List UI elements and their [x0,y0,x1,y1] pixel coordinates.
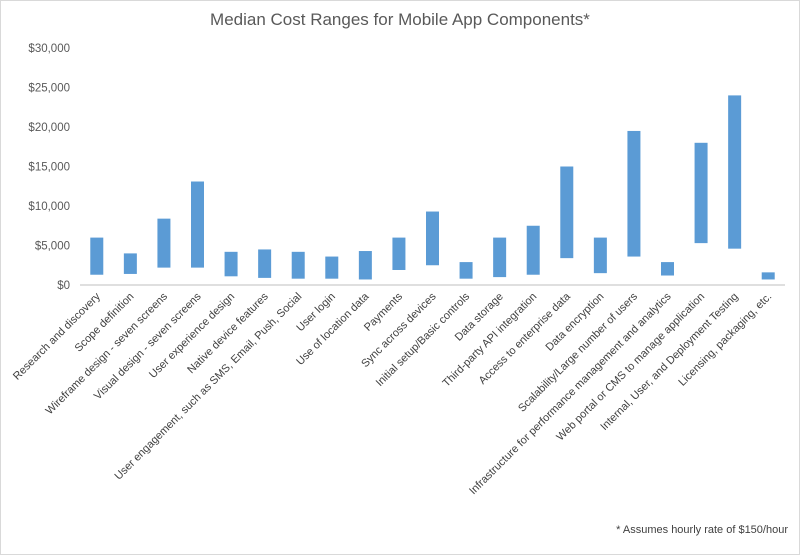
range-bar [325,256,339,279]
range-bar [560,166,574,259]
range-bar [291,251,305,279]
range-bar [358,251,372,280]
range-bar [426,211,439,266]
y-tick-label: $0 [57,280,70,292]
range-bar [761,272,775,280]
range-bar [157,218,171,268]
x-category-label: Scope definition [73,291,137,355]
range-bar [694,142,708,244]
range-bar [191,181,204,268]
y-tick-label: $5,000 [35,241,70,253]
range-bar [627,130,641,257]
range-bar [493,237,507,278]
range-bar [728,95,742,249]
y-tick-label: $10,000 [28,201,70,213]
range-bar [224,251,238,277]
range-bar [459,262,473,279]
y-tick-label: $20,000 [28,122,70,134]
x-category-label: Scalability/Large number of users [516,290,640,414]
range-bar [258,249,272,278]
y-tick-label: $30,000 [28,43,70,55]
range-bar [526,225,540,275]
range-bar [123,253,137,274]
chart-title: Median Cost Ranges for Mobile App Compon… [210,10,590,29]
range-bar [90,237,104,275]
range-bar [593,237,607,274]
x-category-label: Wireframe design - seven screens [44,290,171,417]
chart-footnote: * Assumes hourly rate of $150/hour [616,524,788,536]
range-bar [392,237,406,270]
y-tick-label: $15,000 [28,162,70,174]
range-bar [661,262,674,276]
y-tick-label: $25,000 [28,83,70,95]
x-category-label: Data encryption [544,291,607,354]
